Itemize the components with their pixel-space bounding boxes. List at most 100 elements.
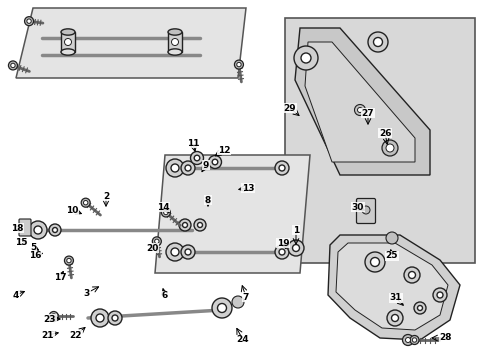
Circle shape <box>386 310 402 326</box>
Circle shape <box>181 245 195 259</box>
Polygon shape <box>305 42 414 162</box>
Circle shape <box>184 165 191 171</box>
Circle shape <box>194 219 205 231</box>
Circle shape <box>197 222 202 228</box>
Circle shape <box>8 61 18 70</box>
Circle shape <box>385 144 393 152</box>
Circle shape <box>436 292 442 298</box>
Circle shape <box>279 249 285 255</box>
Circle shape <box>292 244 299 252</box>
Text: 7: 7 <box>243 292 249 302</box>
Text: 14: 14 <box>156 202 169 212</box>
Circle shape <box>231 296 244 308</box>
Circle shape <box>391 315 398 321</box>
FancyBboxPatch shape <box>19 219 31 236</box>
Text: 3: 3 <box>84 288 90 297</box>
Text: 13: 13 <box>241 184 254 193</box>
Circle shape <box>165 159 183 177</box>
Circle shape <box>91 309 109 327</box>
Circle shape <box>194 155 200 161</box>
Text: 25: 25 <box>385 252 397 261</box>
Text: 16: 16 <box>29 252 41 261</box>
Circle shape <box>279 165 285 171</box>
Circle shape <box>234 60 243 69</box>
Circle shape <box>190 152 203 165</box>
Circle shape <box>373 37 382 46</box>
Circle shape <box>64 39 71 45</box>
Polygon shape <box>155 155 309 273</box>
Circle shape <box>357 108 362 113</box>
Circle shape <box>402 334 413 346</box>
Text: 17: 17 <box>54 274 66 283</box>
Text: 18: 18 <box>11 224 23 233</box>
Circle shape <box>152 237 161 246</box>
Text: 29: 29 <box>283 104 296 113</box>
Circle shape <box>171 164 179 172</box>
Text: 1: 1 <box>292 225 299 234</box>
Circle shape <box>163 210 168 215</box>
Circle shape <box>287 240 304 256</box>
Circle shape <box>409 336 418 345</box>
FancyBboxPatch shape <box>356 198 375 224</box>
Ellipse shape <box>168 49 182 55</box>
Circle shape <box>83 201 88 205</box>
Text: 21: 21 <box>41 330 54 339</box>
Text: 15: 15 <box>15 238 27 247</box>
Circle shape <box>293 46 317 70</box>
Polygon shape <box>335 243 447 330</box>
Circle shape <box>161 208 170 217</box>
Polygon shape <box>16 8 245 78</box>
Polygon shape <box>294 28 429 175</box>
Circle shape <box>64 256 73 265</box>
Circle shape <box>67 258 71 263</box>
Text: 31: 31 <box>389 293 402 302</box>
Circle shape <box>27 19 31 23</box>
Text: 24: 24 <box>236 336 249 345</box>
Circle shape <box>154 239 159 244</box>
Text: 30: 30 <box>351 202 364 212</box>
Text: 10: 10 <box>66 206 78 215</box>
Text: 2: 2 <box>102 192 109 201</box>
Text: 28: 28 <box>439 333 451 342</box>
Circle shape <box>52 228 58 233</box>
Text: 9: 9 <box>203 161 209 170</box>
Circle shape <box>364 252 384 272</box>
Circle shape <box>381 140 397 156</box>
Ellipse shape <box>61 49 75 55</box>
Ellipse shape <box>61 29 75 35</box>
Ellipse shape <box>168 29 182 35</box>
Circle shape <box>370 257 379 266</box>
Circle shape <box>171 248 179 256</box>
Circle shape <box>171 39 178 45</box>
Circle shape <box>184 249 191 255</box>
Circle shape <box>165 243 183 261</box>
Circle shape <box>108 311 122 325</box>
Circle shape <box>367 32 387 52</box>
Text: 27: 27 <box>361 108 373 117</box>
Circle shape <box>212 298 231 318</box>
Circle shape <box>354 104 365 116</box>
Circle shape <box>179 219 191 231</box>
Circle shape <box>212 159 217 165</box>
Circle shape <box>49 224 61 236</box>
Circle shape <box>81 198 90 207</box>
Polygon shape <box>327 235 459 340</box>
Circle shape <box>413 302 425 314</box>
Circle shape <box>11 63 15 68</box>
FancyBboxPatch shape <box>285 18 474 263</box>
Circle shape <box>24 17 34 26</box>
Circle shape <box>49 311 58 320</box>
Circle shape <box>182 222 187 228</box>
Circle shape <box>361 206 369 214</box>
Circle shape <box>411 338 416 342</box>
Circle shape <box>403 267 419 283</box>
Circle shape <box>217 303 226 312</box>
Circle shape <box>274 161 288 175</box>
FancyBboxPatch shape <box>168 32 182 52</box>
FancyBboxPatch shape <box>61 32 75 52</box>
Text: 8: 8 <box>204 195 211 204</box>
Text: 5: 5 <box>30 243 36 252</box>
Text: 6: 6 <box>162 292 168 301</box>
Circle shape <box>236 62 241 67</box>
Circle shape <box>407 271 415 279</box>
